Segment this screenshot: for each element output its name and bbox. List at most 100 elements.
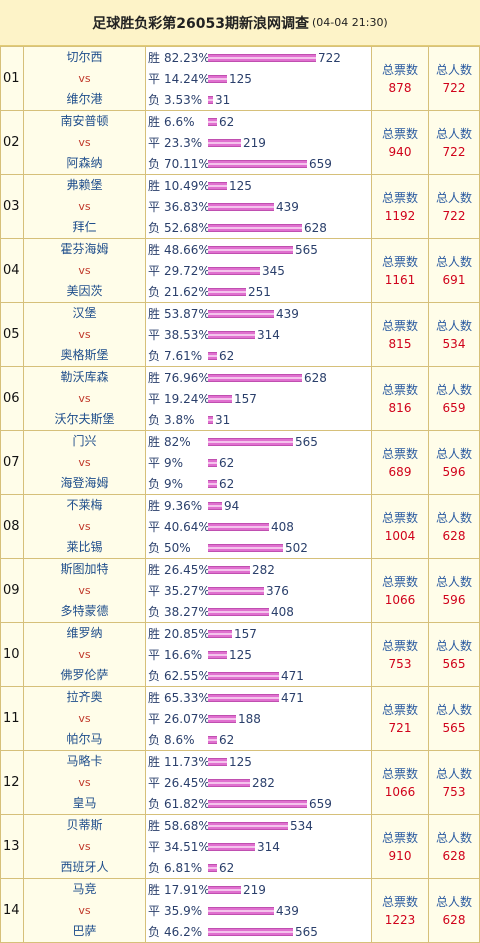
win-count: 282 [252,562,275,577]
total-people-value: 628 [442,848,466,863]
home-team[interactable]: 切尔西 [66,50,103,64]
match-number: 05 [0,302,24,367]
total-people-cell: 总人数 659 [428,366,480,431]
draw-row: 平 29.72% 345 [146,260,371,281]
away-team[interactable]: 巴萨 [72,924,97,938]
win-row: 胜 10.49% 125 [146,175,371,196]
lose-percent: 3.8% [164,412,195,427]
total-people-label: 总人数 [435,510,472,525]
win-label: 胜 [148,115,161,129]
lose-row: 负 3.8% 31 [146,409,371,430]
lose-bar [208,351,217,360]
home-team[interactable]: 汉堡 [72,306,97,320]
match-row: 04 霍芬海姆 vs 美因茨 胜 48.66% 565 平 29.72% 345… [0,238,480,303]
win-percent: 65.33% [164,690,210,705]
lose-bar [208,735,217,744]
match-number: 08 [0,494,24,559]
vote-bars: 胜 82% 565 平 9% 62 负 9% 62 [145,430,372,495]
away-team[interactable]: 美因茨 [66,284,103,298]
lose-count: 31 [215,92,231,107]
draw-row: 平 40.64% 408 [146,516,371,537]
total-people-value: 691 [442,272,466,287]
away-team[interactable]: 西班牙人 [60,860,109,874]
away-team[interactable]: 皇马 [72,796,97,810]
away-team[interactable]: 帕尔马 [66,732,103,746]
draw-percent: 35.27% [164,583,210,598]
home-team[interactable]: 马略卡 [66,754,103,768]
away-team[interactable]: 海登海姆 [60,476,109,490]
lose-row: 负 70.11% 659 [146,153,371,174]
total-votes-value: 1066 [384,784,416,799]
away-team[interactable]: 莱比锡 [66,540,103,554]
lose-label: 负 [148,605,161,619]
draw-label: 平 [148,200,161,214]
lose-label: 负 [148,861,161,875]
home-team[interactable]: 勒沃库森 [60,370,109,384]
lose-bar [208,95,213,104]
home-team[interactable]: 拉齐奥 [66,690,103,704]
total-people-label: 总人数 [435,382,472,397]
draw-bar [208,522,269,531]
home-team[interactable]: 贝蒂斯 [66,818,103,832]
match-row: 03 弗赖堡 vs 拜仁 胜 10.49% 125 平 36.83% 439 负… [0,174,480,239]
win-bar [208,821,288,830]
away-team[interactable]: 维尔港 [66,92,103,106]
home-team[interactable]: 门兴 [72,434,97,448]
win-count: 439 [276,306,299,321]
home-team[interactable]: 霍芬海姆 [60,242,109,256]
page-title: 足球胜负彩第26053期新浪网调查 [92,15,309,32]
vote-bars: 胜 76.96% 628 平 19.24% 157 负 3.8% 31 [145,366,372,431]
home-team[interactable]: 斯图加特 [60,562,109,576]
draw-bar [208,586,264,595]
total-people-label: 总人数 [435,574,472,589]
lose-percent: 3.53% [164,92,203,107]
home-team[interactable]: 不莱梅 [66,498,103,512]
win-label: 胜 [148,755,161,769]
total-people-label: 总人数 [435,894,472,909]
draw-row: 平 34.51% 314 [146,836,371,857]
lose-percent: 46.2% [164,924,203,939]
draw-bar [208,842,255,851]
lose-label: 负 [148,541,161,555]
match-row: 11 拉齐奥 vs 帕尔马 胜 65.33% 471 平 26.07% 188 … [0,686,480,751]
away-team[interactable]: 奥格斯堡 [60,348,109,362]
home-team[interactable]: 维罗纳 [66,626,103,640]
total-votes-label: 总票数 [381,894,418,909]
win-bar [208,757,227,766]
away-team[interactable]: 多特蒙德 [60,604,109,618]
lose-count: 251 [248,284,271,299]
draw-percent: 34.51% [164,839,210,854]
match-row: 12 马略卡 vs 皇马 胜 11.73% 125 平 26.45% 282 负… [0,750,480,815]
draw-count: 439 [276,199,299,214]
draw-label: 平 [148,136,161,150]
away-team[interactable]: 阿森纳 [66,156,103,170]
total-votes-cell: 总票数 1004 [371,494,429,559]
total-votes-cell: 总票数 1066 [371,558,429,623]
survey-table: 01 切尔西 vs 维尔港 胜 82.23% 722 平 14.24% 125 … [0,46,480,943]
lose-count: 659 [309,156,332,171]
lose-row: 负 9% 62 [146,473,371,494]
away-team[interactable]: 佛罗伦萨 [60,668,109,682]
win-bar [208,565,250,574]
away-team[interactable]: 拜仁 [72,220,97,234]
away-team[interactable]: 沃尔夫斯堡 [54,412,115,426]
home-team[interactable]: 马竞 [72,882,97,896]
lose-label: 负 [148,221,161,235]
draw-percent: 40.64% [164,519,210,534]
vs-label: vs [78,904,91,917]
total-people-value: 565 [442,656,466,671]
total-people-value: 753 [442,784,466,799]
draw-count: 439 [276,903,299,918]
draw-row: 平 19.24% 157 [146,388,371,409]
home-team[interactable]: 南安普顿 [60,114,109,128]
total-people-cell: 总人数 722 [428,46,480,111]
draw-count: 314 [257,327,280,342]
lose-row: 负 52.68% 628 [146,217,371,238]
total-people-label: 总人数 [435,62,472,77]
draw-percent: 23.3% [164,135,203,150]
match-number: 02 [0,110,24,175]
draw-bar [208,74,227,83]
draw-bar [208,266,260,275]
home-team[interactable]: 弗赖堡 [66,178,103,192]
draw-count: 345 [262,263,285,278]
